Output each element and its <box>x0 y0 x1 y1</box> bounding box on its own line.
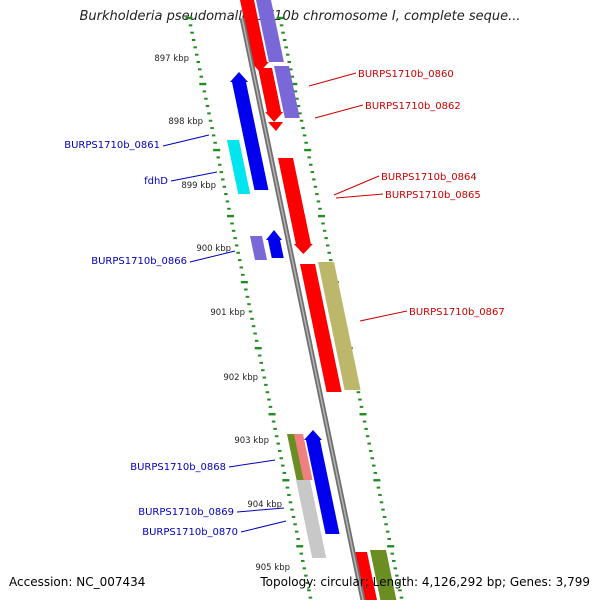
feature-block <box>300 264 342 392</box>
leader-line <box>314 104 364 119</box>
reverse-gene-label[interactable]: fdhD <box>144 176 168 187</box>
ruler-label: 900 kbp <box>196 244 231 254</box>
feature-block <box>266 230 284 258</box>
leader-line <box>335 193 384 199</box>
feature-block <box>230 72 269 190</box>
ruler-label: 902 kbp <box>223 373 258 383</box>
ruler-label: 901 kbp <box>210 308 245 318</box>
leader-line <box>228 459 276 468</box>
feature-block <box>278 158 313 254</box>
reverse-gene-label[interactable]: BURPS1710b_0869 <box>138 507 234 518</box>
accession-text: Accession: NC_007434 <box>9 575 146 589</box>
ruler-label: 898 kbp <box>168 117 203 127</box>
label-leaders <box>162 72 408 533</box>
feature-block <box>287 434 305 480</box>
leader-line <box>359 310 408 322</box>
forward-gene-label[interactable]: BURPS1710b_0867 <box>409 307 505 318</box>
forward-gene-label[interactable]: BURPS1710b_0860 <box>358 69 454 80</box>
feature-block <box>304 430 340 534</box>
topology-text: Topology: circular; Length: 4,126,292 bp… <box>260 575 590 589</box>
leader-line <box>170 171 218 182</box>
reverse-gene-label[interactable]: BURPS1710b_0866 <box>91 256 187 267</box>
feature-layer <box>227 0 397 600</box>
ruler-label: 904 kbp <box>247 500 282 510</box>
gene-labels: BURPS1710b_0860 BURPS1710b_0862 BURPS1710b… <box>64 69 505 538</box>
ruler-label: 899 kbp <box>181 181 216 191</box>
feature-block <box>227 140 251 194</box>
feature-block <box>274 66 300 118</box>
reverse-gene-label[interactable]: BURPS1710b_0868 <box>130 462 226 473</box>
backbone-highlight <box>241 17 364 600</box>
feature-block <box>318 262 361 390</box>
forward-gene-label[interactable]: BURPS1710b_0864 <box>381 172 477 183</box>
reverse-gene-label[interactable]: BURPS1710b_0861 <box>64 140 160 151</box>
ruler-labels: 897 kbp 898 kbp 899 kbp 900 kbp 901 kbp 902 k… <box>154 54 290 573</box>
forward-gene-label[interactable]: BURPS1710b_0862 <box>365 101 461 112</box>
leader-line <box>333 175 380 196</box>
feature-block <box>250 236 267 260</box>
leader-line <box>308 72 357 87</box>
ruler-label: 905 kbp <box>255 563 290 573</box>
ruler-label: 903 kbp <box>234 436 269 446</box>
leader-line <box>162 134 210 147</box>
feature-block <box>296 480 327 558</box>
leader-line <box>240 520 287 533</box>
map-title: Burkholderia pseudomallei 1710b chromoso… <box>79 9 521 24</box>
leader-line <box>189 250 236 263</box>
reverse-gene-label[interactable]: BURPS1710b_0870 <box>142 527 238 538</box>
feature-block <box>256 0 284 62</box>
reverse-tick-track <box>185 16 313 599</box>
ruler-label: 897 kbp <box>154 54 189 64</box>
feature-block <box>370 550 397 600</box>
forward-gene-label[interactable]: BURPS1710b_0865 <box>385 190 481 201</box>
chromosome-backbone <box>239 17 366 600</box>
feature-block <box>268 122 283 131</box>
feature-block <box>294 434 313 480</box>
feature-block <box>240 0 269 72</box>
feature-block <box>258 68 284 122</box>
leader-line <box>236 507 285 513</box>
